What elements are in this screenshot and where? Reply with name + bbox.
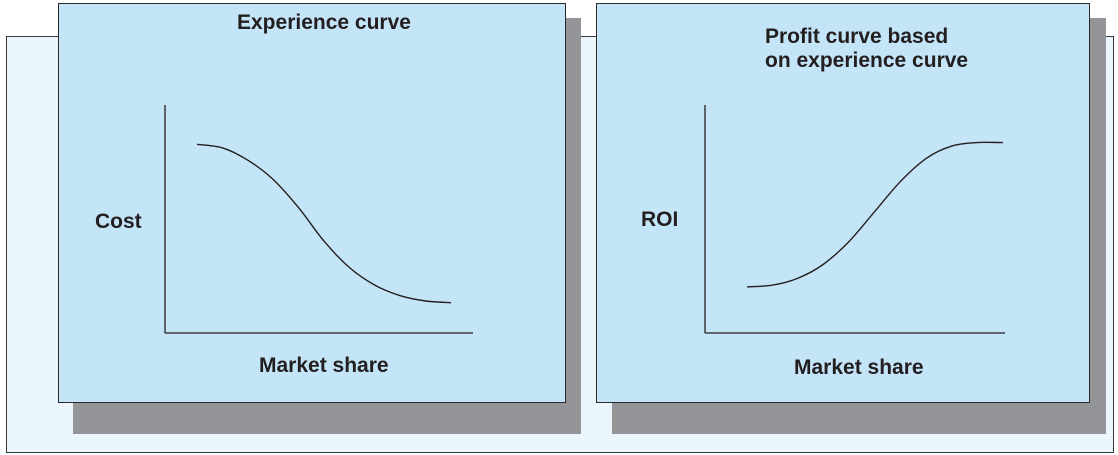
x-axis-label: Market share [259, 354, 389, 377]
series-line [196, 143, 452, 304]
y-axis-label: Cost [95, 210, 142, 233]
experience-curve-plot [164, 105, 473, 334]
chart-title: Experience curve [237, 11, 411, 34]
y-axis-label: ROI [641, 208, 679, 231]
series-line [746, 141, 1004, 288]
x-axis-label: Market share [794, 356, 924, 379]
chart-panel-experience-curve: Experience curve Cost Market share [58, 3, 566, 403]
profit-curve-plot [704, 105, 1005, 334]
chart-title: Profit curve based on experience curve [765, 25, 969, 72]
chart-panel-profit-curve: Profit curve based on experience curve R… [596, 3, 1090, 403]
